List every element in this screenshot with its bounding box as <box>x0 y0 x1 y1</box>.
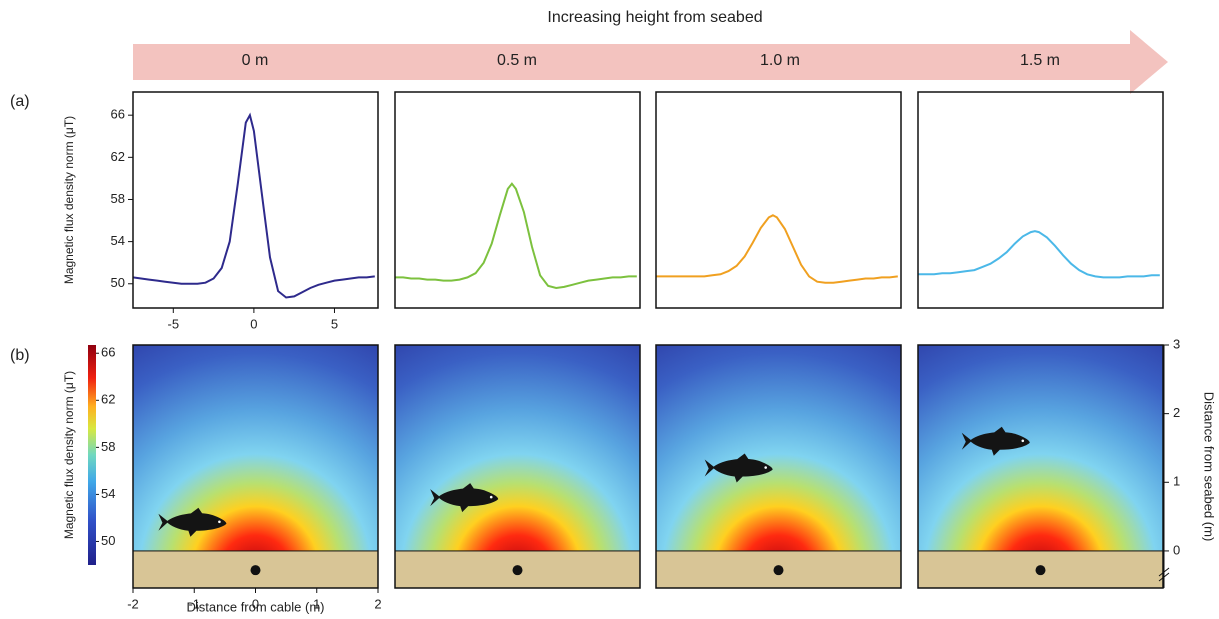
x-tick-label: 5 <box>331 316 338 331</box>
plot-frame <box>394 91 641 309</box>
x-tick-label: -1 <box>188 596 200 611</box>
cable <box>773 565 784 576</box>
cable <box>1035 565 1046 576</box>
height-label: 1.5 m <box>1020 52 1060 69</box>
y-tick-label: 66 <box>111 107 125 122</box>
field-map <box>918 345 1163 551</box>
fish <box>961 426 1030 456</box>
height-label: 0 m <box>242 52 269 69</box>
y-tick-label: 50 <box>111 275 125 290</box>
plot-frame <box>394 344 641 589</box>
plot-frame <box>917 344 1164 589</box>
y-tick-label: 3 <box>1173 336 1180 351</box>
data-line <box>656 214 898 284</box>
colorbar-tick-label: 50 <box>101 533 115 548</box>
x-tick-label: 0 <box>250 316 257 331</box>
colorbar-tick-label: 62 <box>101 392 115 407</box>
plot-frame <box>917 91 1164 309</box>
panel-label: (a) <box>10 93 30 110</box>
colorbar-tick-label: 66 <box>101 345 115 360</box>
y-axis-label: Magnetic flux density norm (μT) <box>62 116 76 284</box>
x-tick-label: 1 <box>313 596 320 611</box>
y-tick-label: 1 <box>1173 474 1180 489</box>
y-tick-label: 0 <box>1173 542 1180 557</box>
field-map <box>133 345 378 551</box>
colorbar-tick-label: 54 <box>101 486 115 501</box>
data-line <box>395 182 637 290</box>
x-tick-label: 2 <box>374 596 381 611</box>
y-axis-label: Distance from seabed (m) <box>1202 392 1217 542</box>
colorbar-label: Magnetic flux density norm (μT) <box>62 371 76 539</box>
fish-eye <box>218 520 221 524</box>
height-label: 0.5 m <box>497 52 537 69</box>
y-tick-label: 58 <box>111 191 125 206</box>
colorbar <box>88 345 96 565</box>
y-tick-label: 2 <box>1173 405 1180 420</box>
fish <box>158 507 227 537</box>
field-map <box>656 345 901 551</box>
height-arrow <box>133 30 1168 94</box>
x-tick-label: -5 <box>168 316 180 331</box>
plot-frame <box>132 91 379 309</box>
y-tick-label: 62 <box>111 149 125 164</box>
fish <box>704 453 773 483</box>
data-line <box>918 230 1160 279</box>
axis-break <box>1158 567 1170 582</box>
fish-eye <box>764 466 767 469</box>
field-map <box>395 345 640 551</box>
fish-eye <box>489 495 493 499</box>
cable <box>250 565 261 576</box>
x-tick-label: 0 <box>252 596 259 611</box>
figure-title: Increasing height from seabed <box>547 9 762 26</box>
plot-frame <box>655 344 902 589</box>
fish-eye <box>1021 439 1025 443</box>
colorbar-tick-label: 58 <box>101 439 115 454</box>
panel-label: (b) <box>10 347 30 364</box>
plot-frame <box>655 91 902 309</box>
data-line <box>132 112 375 299</box>
cable <box>512 565 523 576</box>
x-tick-label: -2 <box>127 596 139 611</box>
x-axis-label: Distance from cable (m) <box>187 599 325 614</box>
height-label: 1.0 m <box>760 52 800 69</box>
fish <box>430 483 499 513</box>
y-tick-label: 54 <box>111 233 125 248</box>
